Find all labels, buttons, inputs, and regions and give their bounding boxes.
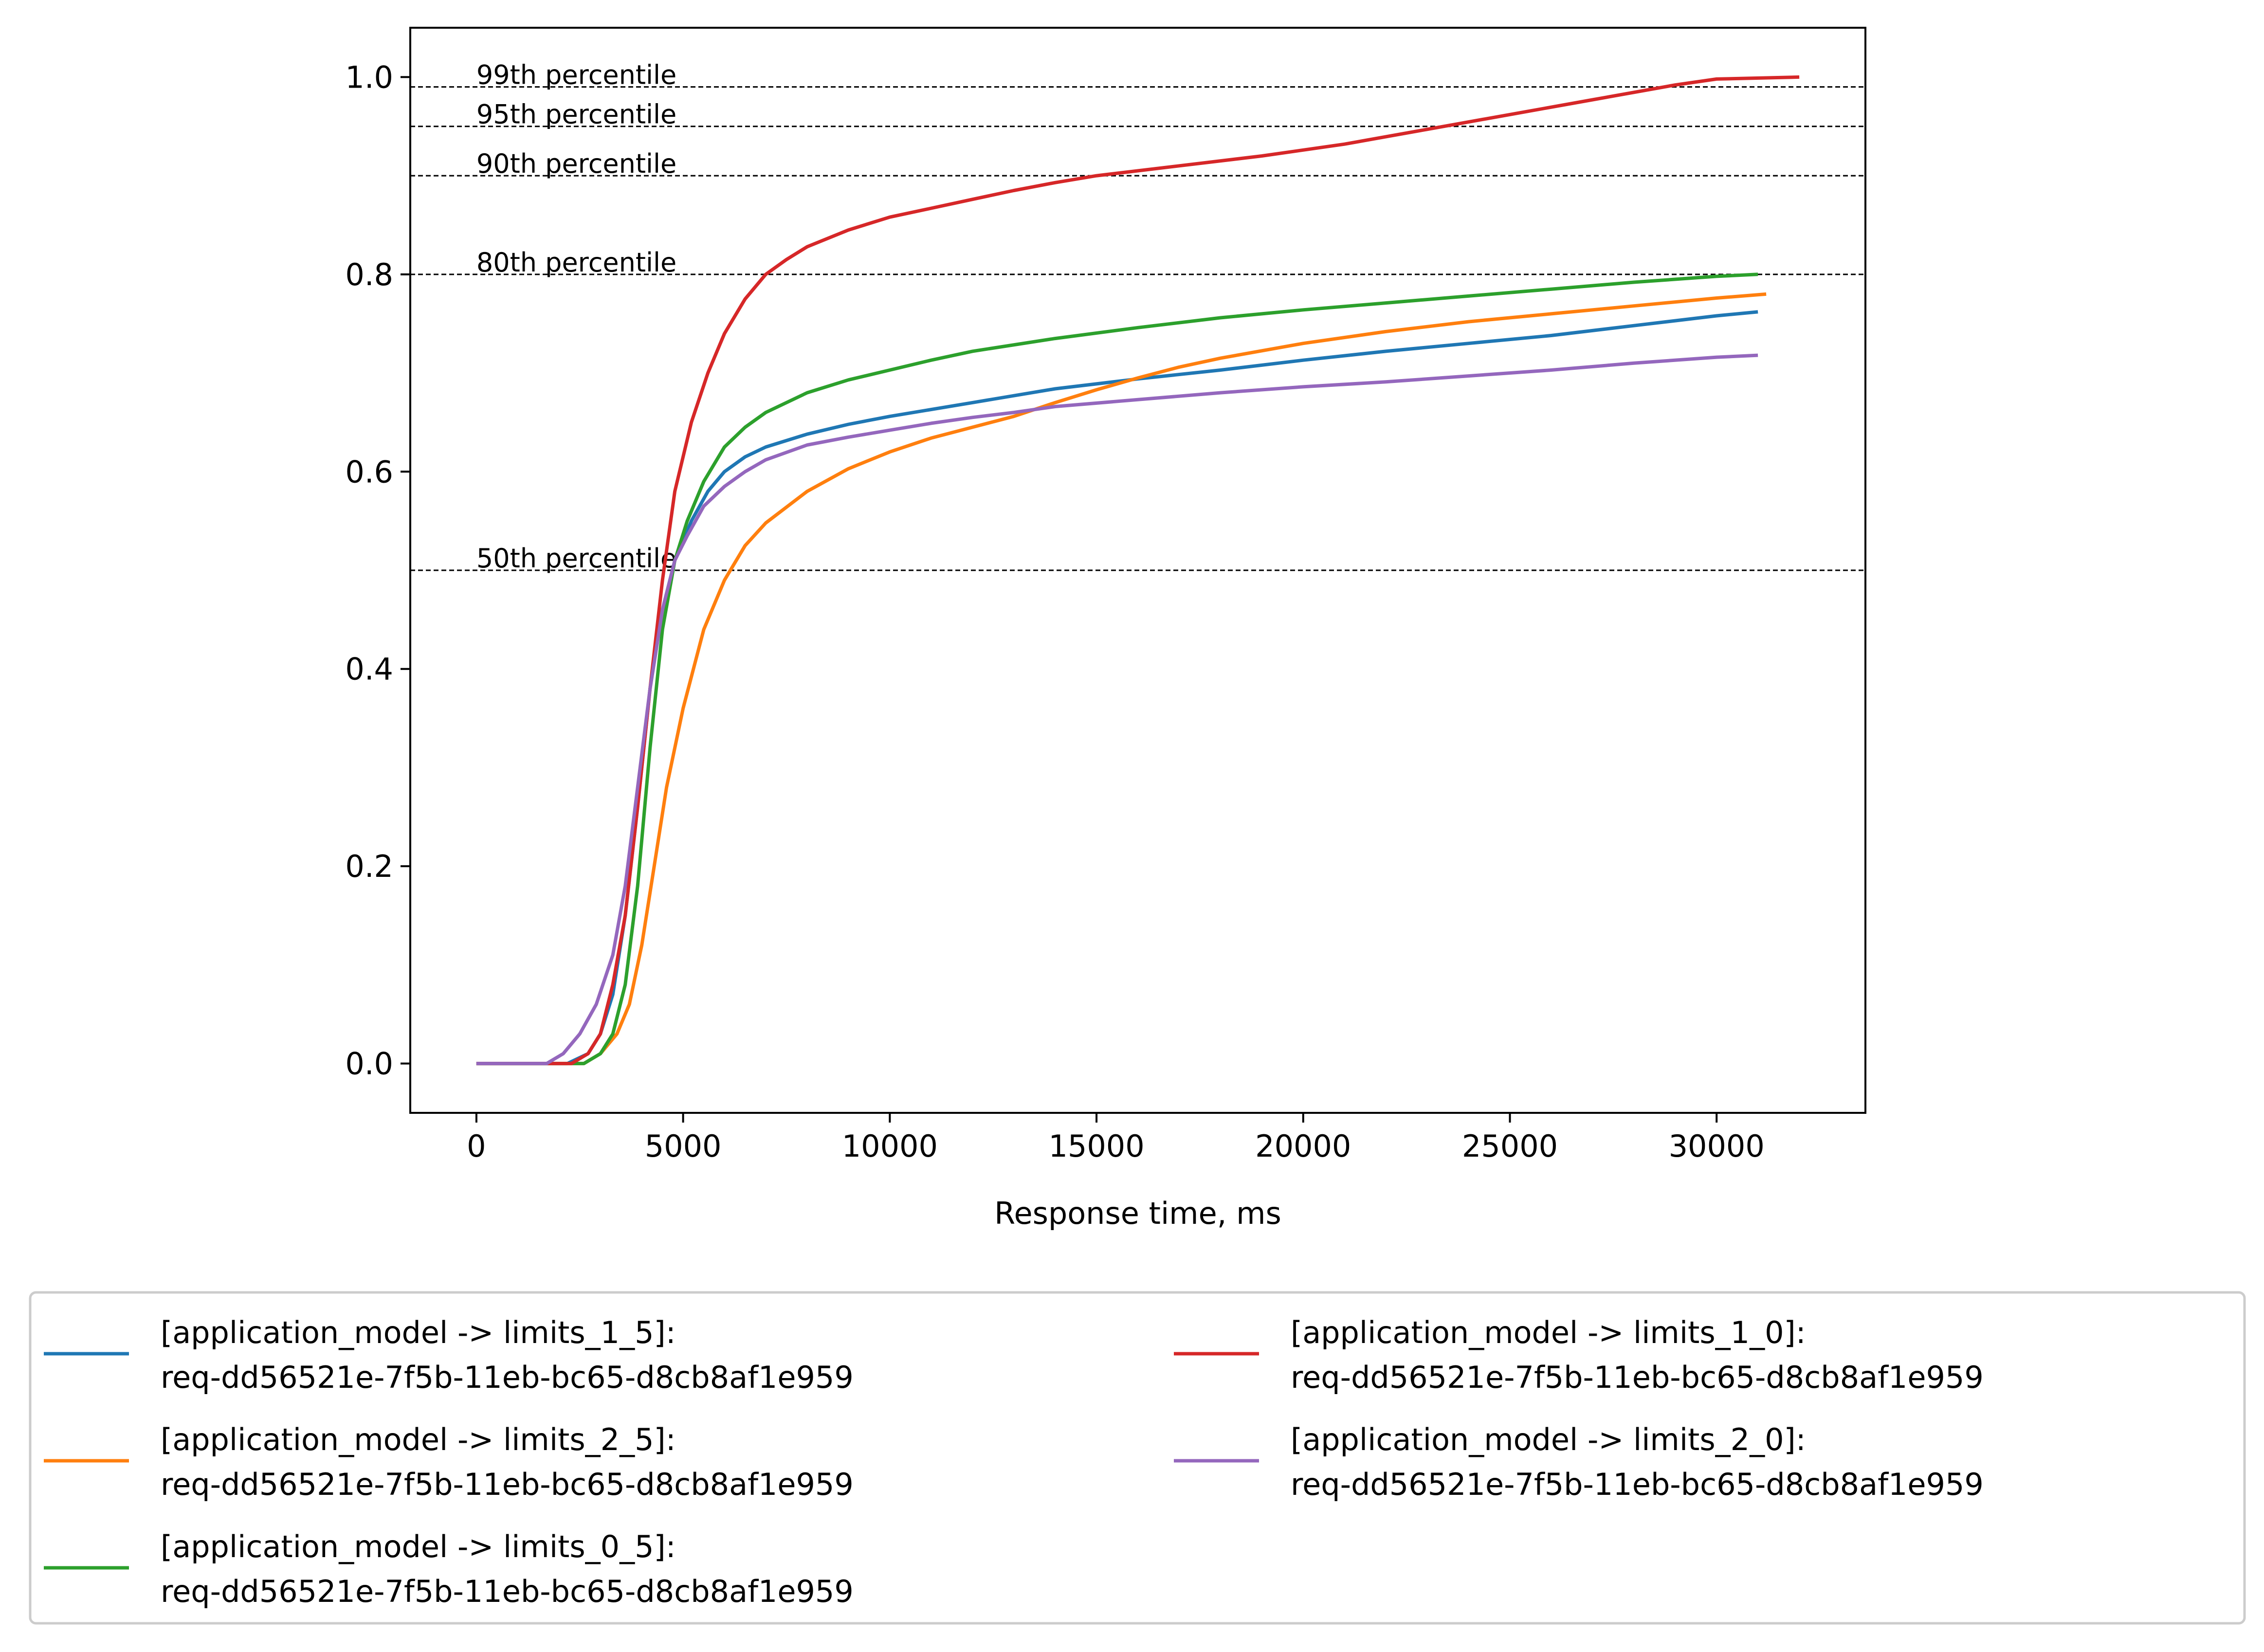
legend-label: [application_model -> limits_0_5]:	[161, 1529, 676, 1564]
legend-label: [application_model -> limits_1_0]:	[1291, 1315, 1806, 1350]
plot-frame	[409, 27, 1866, 1114]
series-line-0	[476, 310, 1758, 1066]
legend-label: [application_model -> limits_2_5]:	[161, 1422, 676, 1457]
x-tick-label: 5000	[645, 1128, 722, 1164]
y-tick-label: 0.4	[345, 652, 393, 687]
series-line-2	[476, 272, 1758, 1066]
legend: [application_model -> limits_1_5]: req-dd…	[29, 1291, 2246, 1625]
y-tick-label: 0.0	[345, 1046, 393, 1082]
x-axis: 0 5000 10000 15000 20000 25000 30000	[467, 1113, 1765, 1164]
y-axis: 0.0 0.2 0.4 0.6 0.8 1.0	[345, 59, 410, 1082]
percentile-label: 80th percentile	[476, 247, 676, 278]
series-line-4	[476, 353, 1758, 1066]
legend-label: [application_model -> limits_1_5]:	[161, 1315, 676, 1350]
y-tick-label: 0.2	[345, 849, 393, 884]
legend-sublabel: req-dd56521e-7f5b-11eb-bc65-d8cb8af1e959	[161, 1574, 854, 1609]
percentile-label: 50th percentile	[476, 543, 676, 574]
y-tick-label: 0.6	[345, 454, 393, 490]
legend-sublabel: req-dd56521e-7f5b-11eb-bc65-d8cb8af1e959	[1291, 1467, 1984, 1502]
percentile-lines: 99th percentile 95th percentile 90th perce…	[410, 60, 1865, 574]
percentile-label: 95th percentile	[476, 99, 676, 130]
y-tick-label: 0.8	[345, 257, 393, 292]
legend-label: [application_model -> limits_2_0]:	[1291, 1422, 1806, 1457]
percentile-label: 90th percentile	[476, 148, 676, 179]
percentile-label: 99th percentile	[476, 60, 676, 91]
x-tick-label: 30000	[1669, 1128, 1765, 1164]
x-tick-label: 10000	[842, 1128, 938, 1164]
legend-sublabel: req-dd56521e-7f5b-11eb-bc65-d8cb8af1e959	[1291, 1360, 1984, 1395]
series-line-3	[476, 75, 1800, 1066]
x-tick-label: 15000	[1048, 1128, 1144, 1164]
x-tick-label: 25000	[1462, 1128, 1558, 1164]
y-tick-label: 1.0	[345, 59, 393, 95]
legend-box	[29, 1291, 2246, 1625]
x-axis-label: Response time, ms	[994, 1196, 1281, 1231]
series-lines	[476, 75, 1800, 1066]
x-tick-label: 0	[467, 1128, 486, 1164]
legend-sublabel: req-dd56521e-7f5b-11eb-bc65-d8cb8af1e959	[161, 1360, 854, 1395]
legend-sublabel: req-dd56521e-7f5b-11eb-bc65-d8cb8af1e959	[161, 1467, 854, 1502]
x-tick-label: 20000	[1255, 1128, 1351, 1164]
series-line-1	[476, 292, 1767, 1066]
